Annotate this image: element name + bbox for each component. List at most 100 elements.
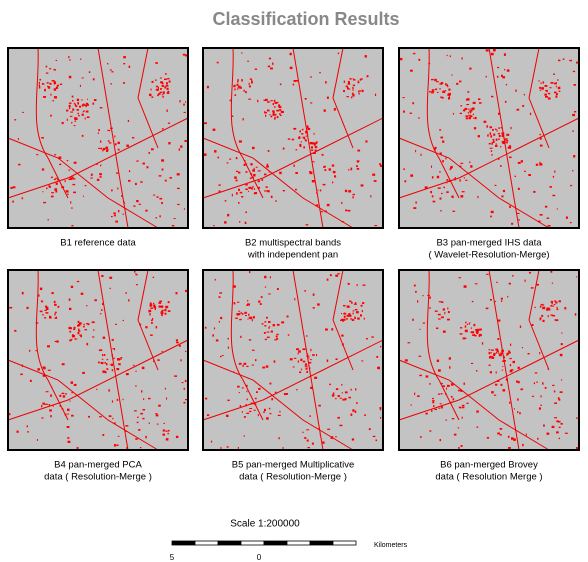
speck: [358, 92, 360, 95]
speck: [550, 300, 554, 303]
speck: [558, 300, 561, 303]
speck: [206, 85, 209, 89]
speck: [310, 146, 314, 149]
speck: [502, 189, 506, 193]
speck: [248, 85, 251, 88]
speck: [166, 82, 168, 85]
speck: [465, 321, 467, 324]
speck: [473, 127, 477, 130]
speck: [212, 128, 216, 131]
speck: [50, 195, 54, 198]
speck: [120, 357, 123, 359]
speck: [437, 313, 441, 316]
speck: [478, 98, 481, 101]
speck: [299, 143, 302, 147]
speck: [227, 399, 230, 402]
road: [7, 339, 189, 421]
speck: [50, 114, 52, 117]
speck: [554, 91, 557, 94]
speck: [71, 207, 73, 209]
speck: [53, 68, 56, 71]
speck: [442, 160, 444, 163]
speck: [337, 273, 340, 275]
speck: [117, 148, 120, 150]
speck: [243, 163, 246, 166]
speck: [274, 102, 278, 104]
speck: [551, 282, 554, 284]
speck: [268, 326, 270, 329]
speck: [235, 317, 238, 319]
speck: [41, 82, 44, 85]
speck: [440, 136, 444, 139]
speck: [102, 370, 106, 373]
speck: [157, 359, 160, 361]
speck: [465, 117, 469, 120]
speck: [335, 398, 337, 400]
speck: [68, 179, 71, 181]
speck: [546, 309, 549, 311]
speck: [160, 88, 162, 90]
speck: [111, 189, 113, 192]
speck: [305, 132, 308, 134]
speck: [276, 116, 279, 119]
speck: [45, 72, 49, 74]
speck: [78, 322, 82, 325]
speck: [489, 299, 492, 301]
speck: [151, 148, 154, 151]
speck: [140, 412, 143, 415]
speck: [457, 427, 460, 429]
speck: [160, 310, 164, 314]
speck: [448, 179, 451, 182]
speck: [533, 190, 536, 193]
speck: [102, 149, 106, 151]
speck: [552, 315, 556, 317]
speck: [69, 400, 71, 402]
speck: [514, 175, 517, 177]
speck: [55, 190, 58, 193]
speck: [43, 201, 47, 204]
speck: [82, 371, 85, 374]
speck: [439, 171, 441, 173]
speck: [148, 152, 150, 154]
speck: [287, 334, 290, 336]
speck: [238, 202, 240, 204]
speck: [295, 149, 298, 151]
speck: [306, 125, 309, 128]
caption: B2 multispectral bands: [245, 238, 341, 249]
speck: [92, 102, 95, 105]
speck: [174, 375, 178, 377]
speck: [439, 152, 442, 155]
speck: [81, 99, 83, 101]
speck: [182, 53, 186, 56]
speck: [326, 278, 329, 281]
speck: [407, 342, 411, 344]
speck: [366, 75, 369, 78]
speck: [573, 84, 577, 86]
speck: [229, 158, 232, 160]
speck: [148, 422, 150, 425]
speck: [445, 393, 447, 395]
speck: [539, 144, 543, 147]
speck: [135, 370, 137, 372]
speck: [508, 146, 512, 149]
speck: [267, 65, 271, 68]
road: [488, 47, 520, 229]
speck: [159, 197, 163, 200]
speck: [437, 187, 440, 189]
speck: [361, 89, 364, 93]
speck: [86, 104, 89, 106]
speck: [465, 115, 469, 118]
speck: [501, 369, 504, 371]
speck: [265, 98, 268, 101]
speck: [375, 439, 378, 442]
speck: [517, 381, 520, 384]
speck: [135, 385, 137, 387]
speck: [300, 141, 302, 143]
speck: [430, 190, 433, 194]
speck: [104, 362, 106, 364]
speck: [347, 282, 349, 285]
speck: [468, 114, 471, 116]
speck: [35, 322, 39, 324]
speck: [542, 81, 545, 84]
speck: [180, 145, 183, 148]
